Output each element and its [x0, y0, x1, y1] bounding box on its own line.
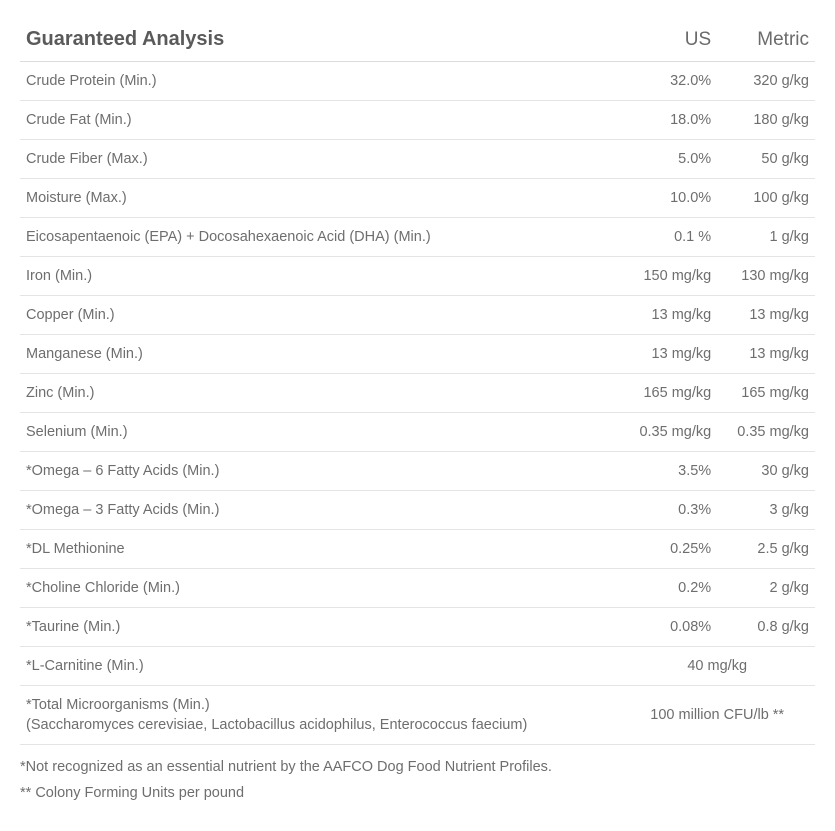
row-metric-value: 30 g/kg: [717, 452, 815, 491]
row-metric-value: 2 g/kg: [717, 569, 815, 608]
row-metric-value: 50 g/kg: [717, 140, 815, 179]
row-metric-value: 13 mg/kg: [717, 296, 815, 335]
row-metric-value: 165 mg/kg: [717, 374, 815, 413]
row-metric-value: 180 g/kg: [717, 101, 815, 140]
row-us-value: 18.0%: [619, 101, 717, 140]
row-label: Crude Fat (Min.): [20, 101, 619, 140]
row-label: *Omega – 3 Fatty Acids (Min.): [20, 491, 619, 530]
row-us-value: 0.3%: [619, 491, 717, 530]
table-row: *Choline Chloride (Min.)0.2%2 g/kg: [20, 569, 815, 608]
table-row: Crude Fat (Min.)18.0%180 g/kg: [20, 101, 815, 140]
row-label: Copper (Min.): [20, 296, 619, 335]
row-metric-value: 1 g/kg: [717, 218, 815, 257]
row-metric-value: 3 g/kg: [717, 491, 815, 530]
table-row: *Total Microorganisms (Min.)(Saccharomyc…: [20, 686, 815, 745]
row-us-value: 0.08%: [619, 608, 717, 647]
row-label: Moisture (Max.): [20, 179, 619, 218]
table-row: *DL Methionine0.25%2.5 g/kg: [20, 530, 815, 569]
row-label: *Choline Chloride (Min.): [20, 569, 619, 608]
row-us-value: 13 mg/kg: [619, 335, 717, 374]
row-label: Selenium (Min.): [20, 413, 619, 452]
row-us-value: 0.1 %: [619, 218, 717, 257]
row-metric-value: 100 g/kg: [717, 179, 815, 218]
row-combined-value: 40 mg/kg: [619, 647, 815, 686]
row-us-value: 3.5%: [619, 452, 717, 491]
header-title: Guaranteed Analysis: [20, 20, 619, 62]
row-label: *L-Carnitine (Min.): [20, 647, 619, 686]
row-metric-value: 0.8 g/kg: [717, 608, 815, 647]
table-row: *L-Carnitine (Min.)40 mg/kg: [20, 647, 815, 686]
table-row: Manganese (Min.)13 mg/kg13 mg/kg: [20, 335, 815, 374]
table-row: Moisture (Max.)10.0%100 g/kg: [20, 179, 815, 218]
row-us-value: 0.2%: [619, 569, 717, 608]
row-label: Crude Fiber (Max.): [20, 140, 619, 179]
guaranteed-analysis-table: Guaranteed Analysis US Metric Crude Prot…: [20, 20, 815, 745]
table-row: *Omega – 3 Fatty Acids (Min.)0.3%3 g/kg: [20, 491, 815, 530]
row-label: Eicosapentaenoic (EPA) + Docosahexaenoic…: [20, 218, 619, 257]
row-metric-value: 130 mg/kg: [717, 257, 815, 296]
row-us-value: 0.35 mg/kg: [619, 413, 717, 452]
row-label: Crude Protein (Min.): [20, 62, 619, 101]
table-row: Zinc (Min.)165 mg/kg165 mg/kg: [20, 374, 815, 413]
table-row: *Omega – 6 Fatty Acids (Min.)3.5%30 g/kg: [20, 452, 815, 491]
row-us-value: 5.0%: [619, 140, 717, 179]
table-row: Iron (Min.)150 mg/kg130 mg/kg: [20, 257, 815, 296]
row-label: Manganese (Min.): [20, 335, 619, 374]
row-us-value: 10.0%: [619, 179, 717, 218]
footnote-1: *Not recognized as an essential nutrient…: [20, 759, 815, 775]
row-label: Zinc (Min.): [20, 374, 619, 413]
table-header-row: Guaranteed Analysis US Metric: [20, 20, 815, 62]
row-us-value: 165 mg/kg: [619, 374, 717, 413]
row-us-value: 150 mg/kg: [619, 257, 717, 296]
header-us: US: [619, 20, 717, 62]
table-row: Eicosapentaenoic (EPA) + Docosahexaenoic…: [20, 218, 815, 257]
row-us-value: 0.25%: [619, 530, 717, 569]
row-us-value: 32.0%: [619, 62, 717, 101]
row-label: *DL Methionine: [20, 530, 619, 569]
footnote-2: ** Colony Forming Units per pound: [20, 785, 815, 801]
table-row: Crude Protein (Min.)32.0%320 g/kg: [20, 62, 815, 101]
row-label: *Omega – 6 Fatty Acids (Min.): [20, 452, 619, 491]
row-sublabel: (Saccharomyces cerevisiae, Lactobacillus…: [26, 717, 613, 733]
footnotes: *Not recognized as an essential nutrient…: [20, 745, 815, 801]
table-row: Copper (Min.)13 mg/kg13 mg/kg: [20, 296, 815, 335]
row-us-value: 13 mg/kg: [619, 296, 717, 335]
table-row: Selenium (Min.)0.35 mg/kg0.35 mg/kg: [20, 413, 815, 452]
row-metric-value: 2.5 g/kg: [717, 530, 815, 569]
header-metric: Metric: [717, 20, 815, 62]
row-combined-value: 100 million CFU/lb **: [619, 686, 815, 745]
row-metric-value: 320 g/kg: [717, 62, 815, 101]
row-metric-value: 0.35 mg/kg: [717, 413, 815, 452]
table-row: Crude Fiber (Max.)5.0%50 g/kg: [20, 140, 815, 179]
row-label: Iron (Min.): [20, 257, 619, 296]
table-row: *Taurine (Min.)0.08%0.8 g/kg: [20, 608, 815, 647]
row-metric-value: 13 mg/kg: [717, 335, 815, 374]
row-label: *Total Microorganisms (Min.)(Saccharomyc…: [20, 686, 619, 745]
row-label: *Taurine (Min.): [20, 608, 619, 647]
